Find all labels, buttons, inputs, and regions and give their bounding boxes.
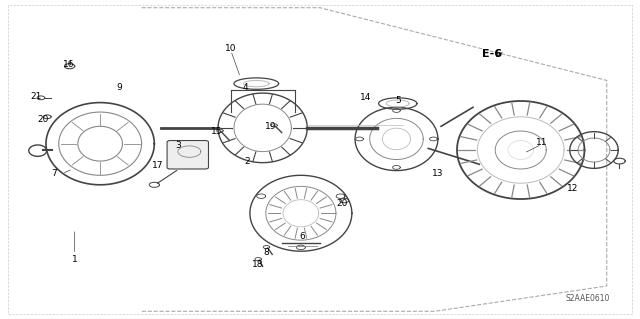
Text: 15: 15	[211, 127, 223, 136]
Text: 3: 3	[175, 141, 181, 150]
Text: E-6: E-6	[483, 48, 502, 59]
Text: 20: 20	[37, 115, 49, 123]
Text: 17: 17	[152, 161, 163, 170]
Text: 16: 16	[63, 60, 74, 69]
Text: 20: 20	[337, 199, 348, 208]
Text: 18: 18	[252, 260, 263, 269]
Text: 14: 14	[360, 93, 372, 102]
Text: 13: 13	[432, 169, 444, 178]
Text: 2: 2	[244, 157, 250, 166]
Text: 1: 1	[72, 255, 77, 263]
Text: 7: 7	[51, 169, 56, 178]
Text: 19: 19	[265, 122, 276, 131]
Text: 12: 12	[567, 184, 579, 193]
Text: 5: 5	[396, 97, 401, 106]
Text: 8: 8	[263, 248, 269, 257]
Text: 10: 10	[225, 44, 237, 53]
Text: 21: 21	[31, 93, 42, 101]
Text: 9: 9	[116, 83, 122, 92]
Text: S2AAE0610: S2AAE0610	[566, 294, 610, 303]
Text: 6: 6	[300, 233, 305, 241]
Text: 4: 4	[243, 83, 248, 92]
Text: 11: 11	[536, 137, 547, 147]
FancyBboxPatch shape	[167, 141, 209, 169]
